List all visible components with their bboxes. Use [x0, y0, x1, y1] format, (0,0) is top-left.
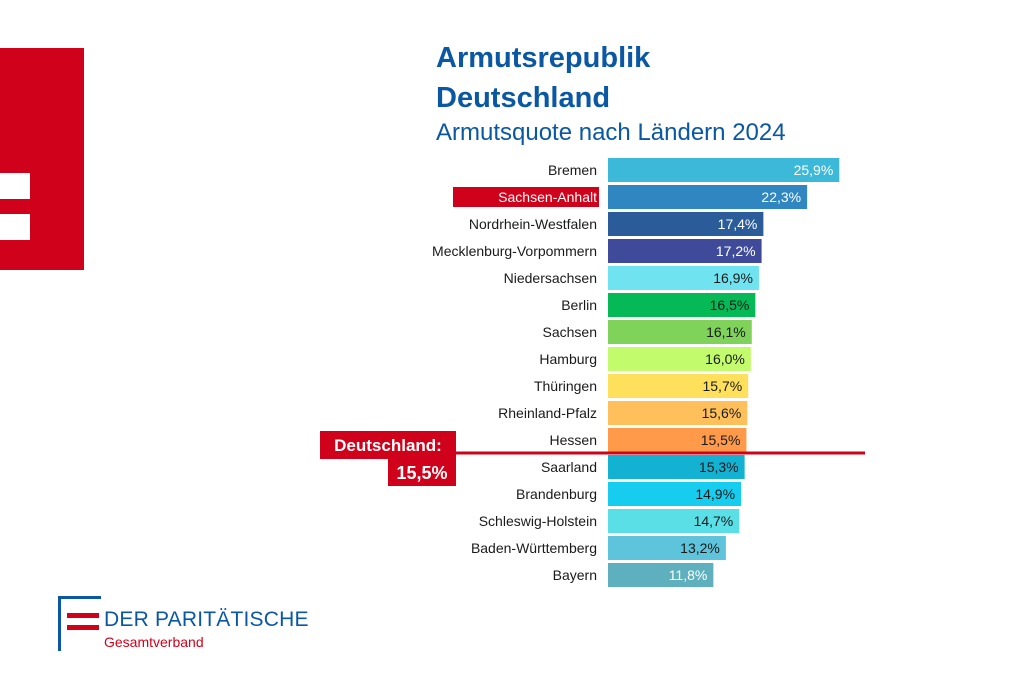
title-line-2: Deutschland: [436, 82, 611, 114]
value-label-berlin: 16,5%: [710, 297, 750, 313]
value-label-baden-w-rttemberg: 13,2%: [680, 540, 720, 556]
title-line-1: Armutsrepublik: [436, 42, 651, 74]
reference-label-box-bottom: [388, 456, 456, 486]
reference-label-text: Deutschland:: [334, 436, 442, 455]
category-label-brandenburg: Brandenburg: [516, 486, 597, 502]
page-title: Armutsrepublik Deutschland: [436, 38, 796, 118]
bar-brandenburg: [608, 482, 742, 506]
bar-berlin: [608, 293, 756, 317]
value-label-brandenburg: 14,9%: [695, 486, 735, 502]
logo-subname: Gesamtverband: [104, 634, 204, 650]
value-label-bayern: 11,8%: [669, 567, 708, 583]
bar-sachsen: [608, 320, 752, 344]
category-label-th-ringen: Thüringen: [534, 378, 597, 394]
category-label-saarland: Saarland: [541, 459, 597, 475]
category-label-mecklenburg-vorpommern: Mecklenburg-Vorpommern: [432, 243, 597, 259]
bar-hessen: [608, 428, 747, 452]
brand-red-block: [0, 48, 84, 270]
category-label-rheinland-pfalz: Rheinland-Pfalz: [498, 405, 597, 421]
category-label-hamburg: Hamburg: [539, 351, 597, 367]
value-label-mecklenburg-vorpommern: 17,2%: [716, 243, 756, 259]
category-label-bremen: Bremen: [548, 162, 597, 178]
bar-saarland: [608, 455, 745, 479]
bar-bayern: [608, 563, 714, 587]
reference-label-value: 15,5%: [396, 463, 447, 483]
bar-schleswig-holstein: [608, 509, 740, 533]
category-label-sachsen: Sachsen: [543, 324, 597, 340]
category-label-nordrhein-westfalen: Nordrhein-Westfalen: [469, 216, 597, 232]
value-label-rheinland-pfalz: 15,6%: [702, 405, 742, 421]
chart-subtitle: Armutsquote nach Ländern 2024: [436, 119, 786, 146]
bar-niedersachsen: [608, 266, 759, 290]
logo-bar-upper: [67, 613, 99, 618]
category-label-schleswig-holstein: Schleswig-Holstein: [479, 513, 597, 529]
value-label-schleswig-holstein: 14,7%: [694, 513, 734, 529]
category-label-berlin: Berlin: [561, 297, 597, 313]
logo-frame-icon: [58, 596, 101, 651]
bar-baden-w-rttemberg: [608, 536, 726, 560]
bar-nordrhein-westfalen: [608, 212, 764, 236]
bar-th-ringen: [608, 374, 749, 398]
category-label-niedersachsen: Niedersachsen: [504, 270, 597, 286]
reference-line: [320, 451, 865, 455]
category-label-baden-w-rttemberg: Baden-Württemberg: [471, 540, 597, 556]
category-label-hessen: Hessen: [550, 432, 597, 448]
paritaetische-logo: DER PARITÄTISCHE Gesamtverband: [58, 596, 328, 656]
value-label-nordrhein-westfalen: 17,4%: [718, 216, 758, 232]
bar-sachsen-anhalt: [608, 185, 808, 209]
value-label-th-ringen: 15,7%: [702, 378, 742, 394]
logo-bar-lower: [67, 625, 99, 630]
bar-mecklenburg-vorpommern: [608, 239, 762, 263]
category-label-bayern: Bayern: [553, 567, 597, 583]
reference-label-box-top: [320, 431, 456, 459]
bar-hamburg: [608, 347, 751, 371]
brand-stripe-lower: [0, 214, 30, 240]
bar-rheinland-pfalz: [608, 401, 748, 425]
value-label-bremen: 25,9%: [794, 162, 834, 178]
category-label-sachsen-anhalt: Sachsen-Anhalt: [498, 189, 597, 205]
highlight-box-sachsen-anhalt: [453, 187, 599, 207]
value-label-saarland: 15,3%: [699, 459, 739, 475]
value-label-sachsen: 16,1%: [706, 324, 746, 340]
logo-name: DER PARITÄTISCHE: [104, 608, 309, 631]
bar-bremen: [608, 158, 840, 182]
value-label-niedersachsen: 16,9%: [713, 270, 753, 286]
value-label-sachsen-anhalt: 22,3%: [761, 189, 801, 205]
value-label-hamburg: 16,0%: [705, 351, 745, 367]
value-label-hessen: 15,5%: [701, 432, 741, 448]
brand-stripe-upper: [0, 173, 30, 199]
